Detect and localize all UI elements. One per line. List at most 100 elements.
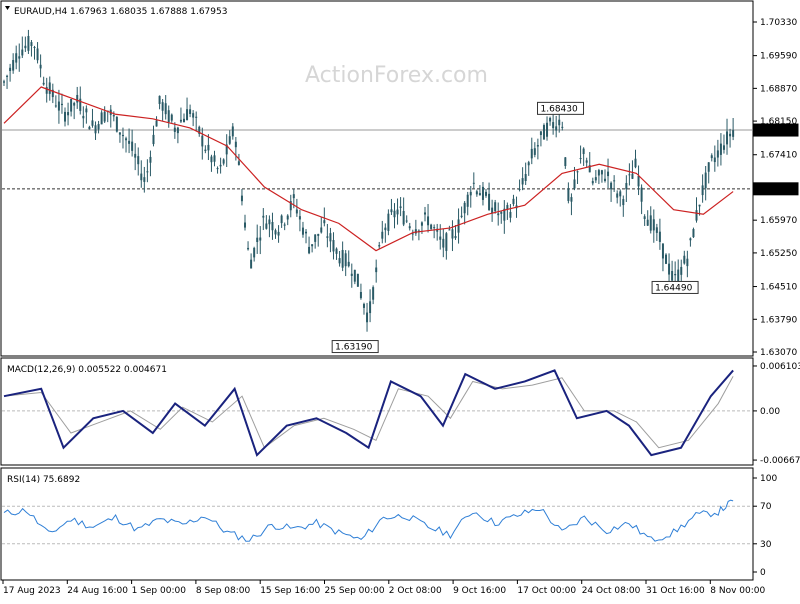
candle-body [60,103,63,106]
axis-layer: 1.70330 1.69590 1.68870 1.68150 1.67410 1.666… [2,18,800,596]
candle-body [655,227,658,233]
candle-body [631,173,634,179]
candle-body [271,222,274,231]
candle-body [472,182,475,184]
candle-body [207,144,210,151]
candle-body [671,270,674,281]
candle-body [506,205,509,210]
candle-body [372,287,375,300]
price-y-tick-label: 1.68870 [760,84,797,94]
candle-body [64,111,67,122]
candle-body [329,233,332,242]
candle-body [390,209,393,213]
candle-body [149,156,152,163]
candle-body [237,161,240,165]
candle-body [292,194,295,199]
candle-body [121,134,124,137]
candle-body [356,273,359,287]
dropdown-arrow-icon[interactable] [5,6,10,10]
candle-body [36,48,39,61]
price-y-tick-label: 1.63070 [760,348,797,358]
candle-body [57,101,60,111]
candle-body [661,243,664,259]
candle-body [646,219,649,226]
candle-body [222,159,225,164]
candle-body [640,187,643,202]
candle-body [549,117,552,122]
candle-body [396,209,399,215]
price-annotation-label: 1.64490 [655,283,692,293]
candle-body [314,234,317,242]
candle-body [668,263,671,275]
candle-body [500,211,503,214]
candle-body [3,81,5,83]
candle-body [491,207,494,214]
candle-body [192,113,195,118]
candle-body [369,301,372,314]
x-tick-label: 24 Oct 08:00 [582,586,641,596]
price-y-tick-label: 1.69590 [760,52,797,62]
candle-body [689,238,692,241]
candle-body [478,193,481,196]
rsi-title: RSI(14) 75.6892 [7,475,80,485]
candle-body [384,227,387,231]
candle-body [42,82,45,85]
candle-body [613,180,616,182]
candle-body [485,191,488,196]
candle-body [707,162,710,172]
candle-body [607,171,610,177]
candle-body [186,109,189,121]
candle-body [305,231,308,234]
candle-body [332,240,335,252]
candle-body [311,244,314,247]
candle-body [411,233,414,235]
candle-body [67,112,70,116]
watermark: ActionForex.com [305,63,488,88]
candle-body [24,45,27,49]
candle-body [155,120,158,127]
candle-body [582,148,585,155]
candle-body [710,155,713,159]
candle-body [433,227,436,229]
candle-body [182,118,185,123]
macd-layer [2,369,752,457]
candle-body [97,124,100,130]
rsi-y-tick-label: 0 [760,568,766,578]
candle-body [494,202,497,212]
candle-body [680,266,683,275]
candle-body [552,122,555,129]
rsi-layer [2,499,752,545]
candle-body [359,291,362,299]
candle-body [674,273,677,276]
candle-body [323,220,326,224]
x-tick-label: 1 Sep 00:00 [132,586,187,596]
candle-body [451,229,454,239]
candle-body [231,126,234,137]
candle-body [326,236,329,238]
candle-body [362,303,365,308]
x-tick-label: 8 Nov 00:00 [710,586,765,596]
candle-body [713,157,716,163]
candle-body [70,99,73,112]
price-layer: 1.68430 1.63190 1.64490 [2,29,752,354]
candle-body [622,199,625,206]
candle-body [573,179,576,189]
candle-body [436,228,439,232]
candle-body [652,219,655,231]
candle-body [591,181,594,184]
candle-body [128,140,131,144]
rsi-panel-frame [0,467,754,581]
candle-body [509,211,512,218]
candle-body [695,210,698,221]
candle-body [280,215,283,224]
candle-body [195,116,198,118]
candle-body [512,198,515,205]
candle-body [665,254,668,264]
candle-body [308,246,311,254]
candle-body [637,175,640,187]
candle-body [481,186,484,200]
candle-body [719,143,722,155]
candle-body [524,174,527,182]
